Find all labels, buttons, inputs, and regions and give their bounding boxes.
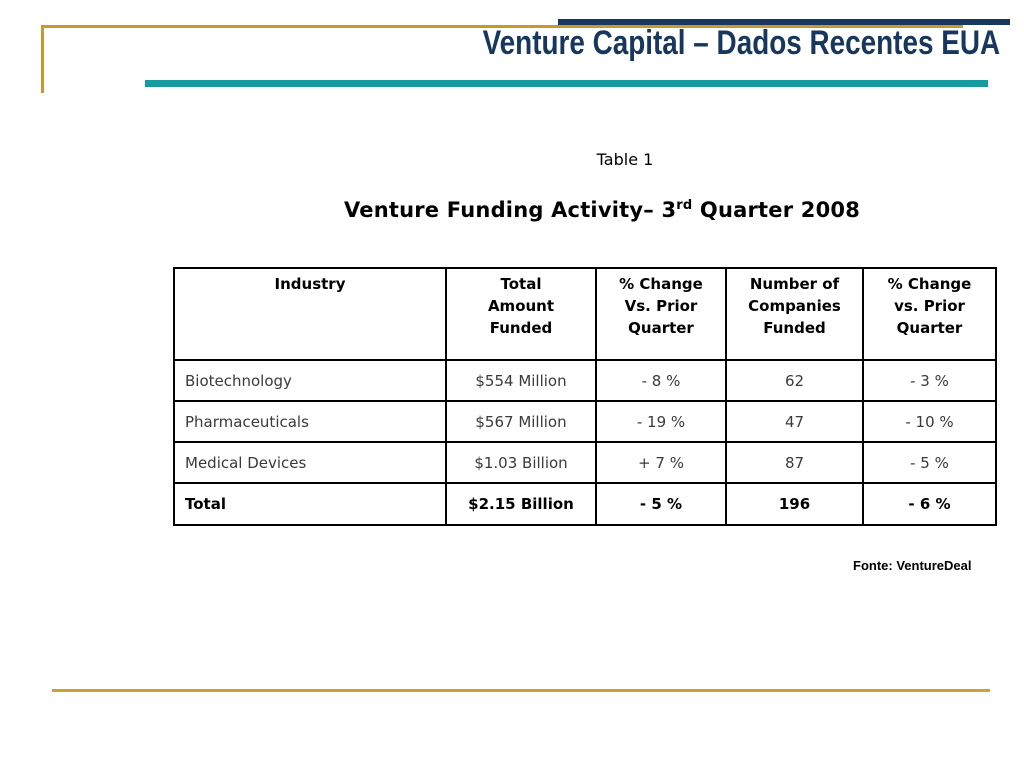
cell-value: - 5 %: [595, 482, 727, 526]
cell-value: 196: [725, 482, 864, 526]
column-header-industry: Industry: [173, 267, 447, 361]
funding-table: Industry Total Amount Funded % Change Vs…: [173, 267, 997, 526]
footer-gold-rule: [52, 689, 990, 692]
table-row: Medical Devices $1.03 Billion + 7 % 87- 5 %: [173, 441, 997, 484]
cell-industry: Total: [173, 482, 447, 526]
table-row: Biotechnology $554 Million - 8 % 62- 3 %: [173, 359, 997, 402]
cell-value: 87: [725, 441, 864, 484]
slide-title: Venture Capital – Dados Recentes EUA: [482, 24, 1000, 62]
table-caption: Table 1: [596, 150, 654, 169]
navy-top-rule: [558, 19, 1010, 25]
column-header-pct-change-amount: % Change Vs. Prior Quarter: [595, 267, 727, 361]
cell-value: $567 Million: [445, 400, 597, 443]
column-header-number-companies: Number of Companies Funded: [725, 267, 864, 361]
cell-value: 47: [725, 400, 864, 443]
cell-value: $1.03 Billion: [445, 441, 597, 484]
cell-industry: Biotechnology: [173, 359, 447, 402]
cell-value: - 6 %: [862, 482, 997, 526]
cell-value: - 5 %: [862, 441, 997, 484]
table-title: Venture Funding Activity– 3rd Quarter 20…: [191, 198, 1013, 222]
cell-value: - 3 %: [862, 359, 997, 402]
table-title-prefix: Venture Funding Activity– 3: [343, 198, 677, 222]
gold-corner-horizontal-rule: [41, 25, 963, 28]
cell-value: $554 Million: [445, 359, 597, 402]
funding-table-body: Biotechnology $554 Million - 8 % 62- 3 % Pha…: [173, 359, 997, 526]
table-title-suffix: Quarter 2008: [692, 198, 861, 222]
cell-value: $2.15 Billion: [445, 482, 597, 526]
column-header-total-amount-funded: Total Amount Funded: [445, 267, 597, 361]
table-title-superscript: rd: [676, 198, 693, 213]
source-note: Fonte: VentureDeal: [853, 558, 972, 573]
cell-industry: Pharmaceuticals: [173, 400, 447, 443]
cell-value: + 7 %: [595, 441, 727, 484]
teal-title-underline: [145, 80, 988, 87]
cell-value: 62: [725, 359, 864, 402]
cell-value: - 19 %: [595, 400, 727, 443]
header-row: Industry Total Amount Funded % Change Vs…: [173, 267, 997, 361]
funding-table-header: Industry Total Amount Funded % Change Vs…: [173, 267, 997, 361]
cell-value: - 8 %: [595, 359, 727, 402]
gold-corner-vertical-rule: [41, 25, 44, 93]
column-header-pct-change-companies: % Change vs. Prior Quarter: [862, 267, 997, 361]
cell-value: - 10 %: [862, 400, 997, 443]
cell-industry: Medical Devices: [173, 441, 447, 484]
table-row: Pharmaceuticals $567 Million - 19 % 47- 10 …: [173, 400, 997, 443]
table-row: Total $2.15 Billion - 5 % 196- 6 %: [173, 482, 997, 526]
